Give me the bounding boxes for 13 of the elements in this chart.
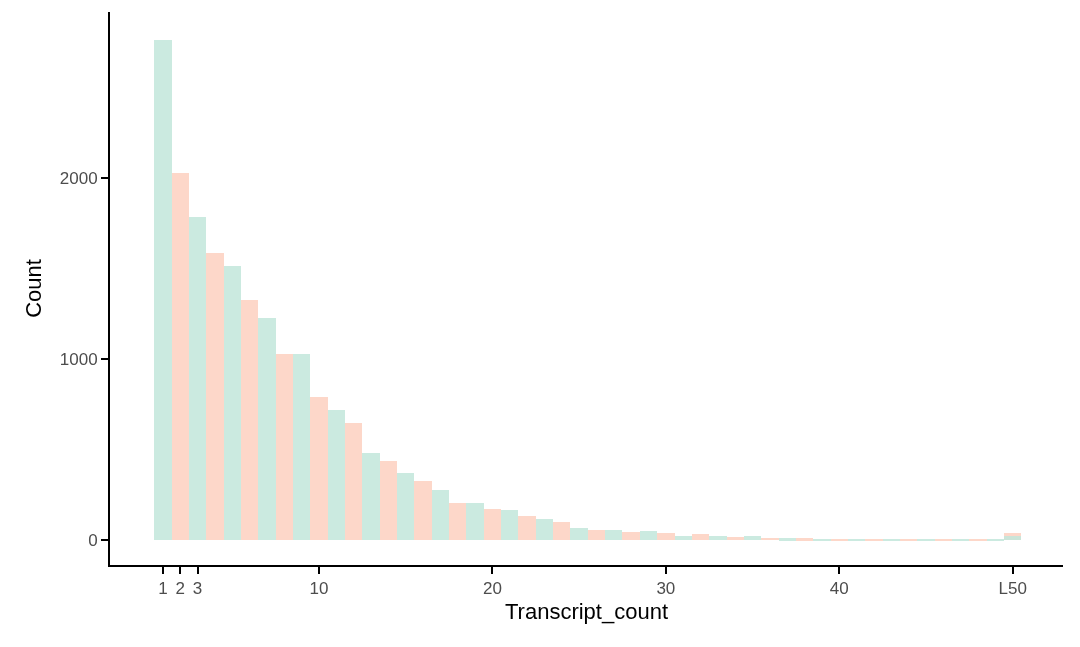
x-tick-label: L50 (998, 579, 1027, 599)
x-tick-label: 30 (656, 579, 676, 599)
y-tick-label: 2000 (59, 168, 98, 188)
y-tick-label: 1000 (59, 349, 98, 369)
x-axis-title: Transcript_count (504, 598, 669, 624)
y-axis-title: Count (21, 259, 47, 318)
x-tick-label: 1 (158, 579, 168, 599)
x-tick-label: 40 (829, 579, 849, 599)
x-tick-label: 20 (482, 579, 502, 599)
x-tick-label: 3 (192, 579, 203, 599)
y-tick-label: 0 (88, 530, 98, 550)
x-tick-label: 10 (309, 579, 329, 599)
x-tick-label: 2 (175, 579, 185, 599)
